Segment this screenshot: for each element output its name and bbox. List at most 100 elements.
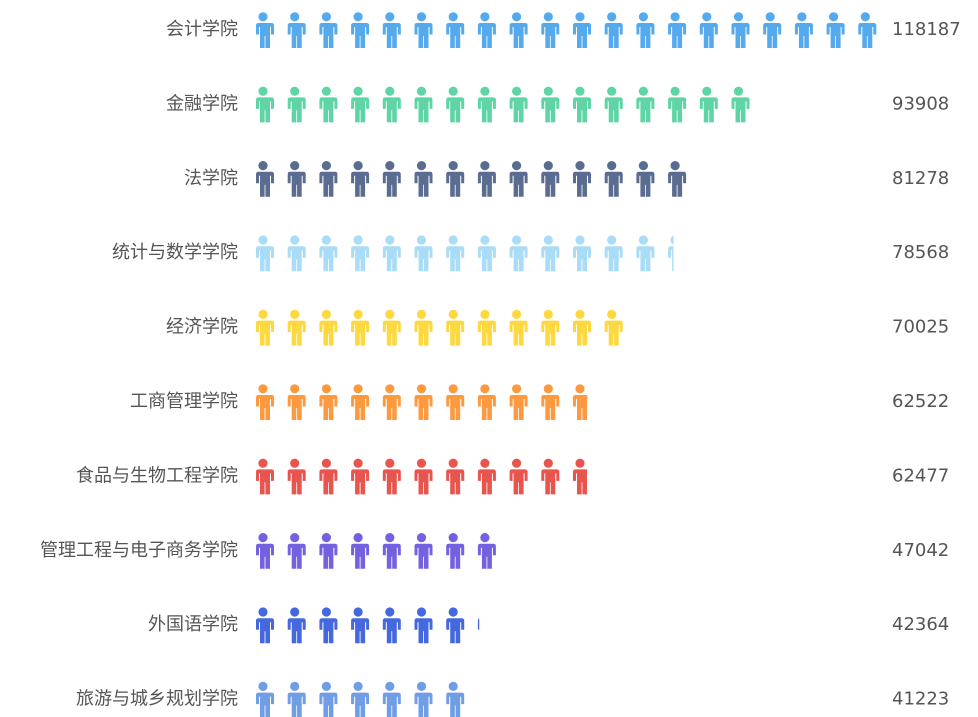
- value-label: 41223: [892, 689, 949, 710]
- person: [254, 533, 274, 569]
- person: [381, 384, 401, 420]
- person: [413, 384, 433, 420]
- person: [254, 309, 274, 346]
- person: [254, 681, 274, 717]
- pictorial-bar: [254, 607, 480, 644]
- person: [413, 235, 433, 272]
- pictorial-bar: [254, 309, 623, 346]
- person: [286, 533, 306, 569]
- person: [571, 12, 591, 48]
- person: [444, 161, 465, 197]
- person: [603, 86, 623, 123]
- person: [286, 309, 306, 346]
- person: [476, 86, 496, 123]
- person: [444, 12, 465, 48]
- person: [730, 86, 750, 123]
- person: [349, 607, 370, 644]
- person: [666, 86, 687, 123]
- person: [476, 12, 496, 48]
- person: [286, 607, 306, 644]
- value-label: 62522: [892, 391, 949, 412]
- category-label: 管理工程与电子商务学院: [40, 540, 238, 561]
- person: [381, 458, 401, 495]
- person: [413, 458, 433, 495]
- person: [349, 458, 370, 495]
- pictorial-bar: [254, 681, 465, 717]
- person: [571, 161, 591, 197]
- person: [349, 384, 370, 420]
- value-label: 62477: [892, 465, 949, 486]
- person: [349, 161, 370, 197]
- person: [603, 235, 623, 272]
- person: [508, 86, 528, 123]
- person: [254, 384, 274, 420]
- person: [381, 86, 401, 123]
- person: [286, 86, 306, 123]
- category-label: 法学院: [184, 168, 238, 189]
- person: [381, 309, 401, 346]
- person: [539, 12, 560, 48]
- category-label: 金融学院: [166, 93, 238, 114]
- person: [539, 161, 560, 197]
- person: [254, 86, 274, 123]
- person: [349, 681, 370, 717]
- person: [539, 309, 560, 346]
- person: [539, 384, 560, 420]
- pictorial-bar: [254, 235, 674, 272]
- category-label: 食品与生物工程学院: [76, 465, 238, 486]
- person: [539, 86, 560, 123]
- person: [476, 161, 496, 197]
- person: [254, 235, 274, 272]
- person: [508, 235, 528, 272]
- person: [286, 681, 306, 717]
- person: [413, 607, 433, 644]
- person: [349, 309, 370, 346]
- person: [634, 12, 655, 48]
- value-label: 70025: [892, 317, 949, 338]
- pictorial-bar: [254, 384, 588, 420]
- person: [539, 235, 560, 272]
- pictorial-bar: [254, 12, 877, 48]
- person: [413, 533, 433, 569]
- person: [254, 607, 274, 644]
- person: [413, 309, 433, 346]
- person: [444, 533, 465, 569]
- person: [444, 681, 465, 717]
- person: [730, 12, 750, 48]
- person: [286, 458, 306, 495]
- person: [603, 309, 623, 346]
- person: [508, 161, 528, 197]
- person: [603, 161, 623, 197]
- person: [603, 12, 623, 48]
- person: [761, 12, 782, 48]
- person: [634, 235, 655, 272]
- person: [476, 235, 496, 272]
- category-label: 会计学院: [166, 19, 238, 40]
- person: [413, 161, 433, 197]
- person: [571, 309, 591, 346]
- person: [508, 12, 528, 48]
- person: [381, 607, 401, 644]
- pictorial-bar: [254, 86, 750, 123]
- person: [571, 86, 591, 123]
- person: [413, 12, 433, 48]
- person: [476, 384, 496, 420]
- person: [381, 235, 401, 272]
- person: [317, 12, 338, 48]
- person: [476, 533, 496, 569]
- person: [254, 12, 274, 48]
- pictorial-bar: [254, 458, 588, 495]
- person: [381, 161, 401, 197]
- category-label: 统计与数学学院: [112, 242, 238, 263]
- value-label: 81278: [892, 168, 949, 189]
- person: [856, 12, 877, 48]
- person: [317, 161, 338, 197]
- person: [317, 86, 338, 123]
- person: [634, 161, 655, 197]
- pictorial-bar: [254, 161, 687, 197]
- person: [317, 458, 338, 495]
- value-label: 42364: [892, 614, 949, 635]
- person: [698, 86, 718, 123]
- category-label: 旅游与城乡规划学院: [76, 689, 238, 710]
